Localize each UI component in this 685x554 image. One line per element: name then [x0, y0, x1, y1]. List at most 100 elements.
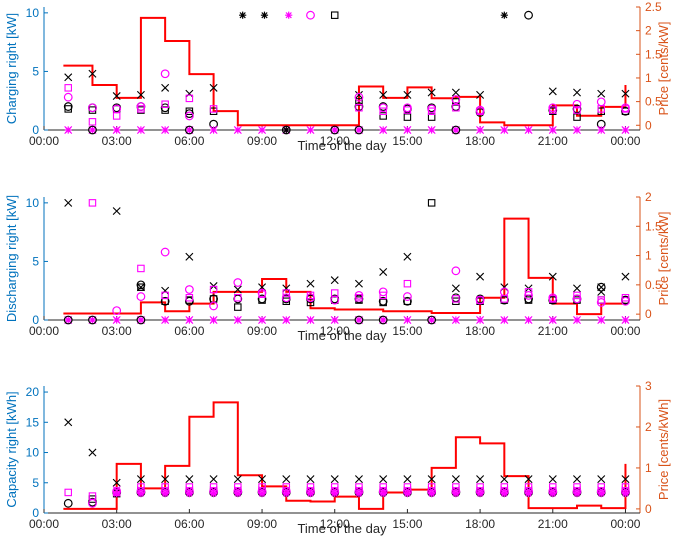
data-point-circle [63, 92, 73, 102]
right-tick-label: 0 [645, 307, 652, 321]
x-axis-label: Time of the day [297, 521, 387, 536]
data-point-circle [403, 103, 412, 113]
marker-series-circle [112, 247, 630, 316]
x-tick-label: 15:00 [392, 324, 422, 338]
data-point-x [476, 126, 485, 134]
data-point-circle [160, 247, 170, 257]
data-point-square [161, 291, 169, 300]
data-point-x [379, 475, 388, 484]
data-point-x [476, 316, 485, 324]
x-tick-label: 00:00 [29, 134, 59, 148]
marker-series-x [112, 486, 630, 495]
data-point-x [451, 88, 460, 97]
data-point-x [500, 283, 509, 292]
data-point-x [112, 486, 121, 495]
data-point-circle [427, 315, 437, 325]
x-tick-label: 12:00 [320, 324, 350, 338]
data-point-circle [354, 291, 364, 300]
data-point-star [524, 490, 533, 498]
data-point-x [136, 283, 145, 292]
data-point-x [379, 486, 388, 495]
right-tick-label: 0 [645, 118, 652, 132]
data-point-circle [621, 106, 630, 116]
data-point-star [476, 490, 484, 498]
right-tick-label: 1.5 [645, 219, 662, 233]
data-point-square [379, 112, 387, 120]
left-tick-label: 5 [32, 64, 39, 78]
x-tick-label: 15:00 [392, 134, 422, 148]
data-point-square [427, 199, 436, 207]
data-point-x [548, 272, 557, 281]
data-point-circle [160, 103, 170, 113]
data-point-square [64, 488, 72, 497]
x-tick-label: 18:00 [465, 134, 495, 148]
data-point-x [185, 475, 194, 484]
top-marker-star [260, 11, 269, 19]
x-tick-label: 21:00 [538, 134, 568, 148]
data-point-x [161, 475, 170, 484]
marker-series-star [113, 490, 630, 498]
data-point-circle [475, 295, 485, 305]
panel-1: 00:00 03:00 06:00 09:00 12:00 15:00 18:00 21:00… [4, 0, 671, 153]
data-point-circle [88, 125, 97, 135]
data-point-circle [184, 111, 194, 121]
data-point-x [403, 486, 412, 495]
x-tick-label: 03:00 [102, 517, 132, 531]
data-point-circle [427, 104, 437, 114]
x-tick-label: 12:00 [320, 517, 350, 531]
data-point-circle [184, 109, 194, 118]
data-point-x [403, 252, 412, 261]
data-point-square [209, 105, 218, 113]
data-point-circle [257, 294, 267, 304]
left-tick-label: 5 [32, 476, 39, 490]
data-point-circle [596, 282, 606, 292]
data-point-x [282, 284, 291, 293]
data-point-star [452, 490, 460, 498]
data-point-x [403, 90, 412, 99]
data-point-x [500, 316, 509, 324]
data-point-circle [524, 291, 533, 300]
data-point-square [452, 103, 460, 112]
data-point-x [621, 89, 630, 98]
data-point-square [64, 84, 72, 92]
data-point-x [330, 276, 339, 285]
data-point-circle [112, 306, 122, 316]
data-point-star [234, 490, 242, 498]
data-point-circle [596, 97, 606, 107]
data-point-circle [281, 293, 291, 303]
data-point-square [88, 199, 97, 207]
data-point-circle [184, 296, 194, 306]
data-point-square [573, 291, 581, 300]
data-point-circle [112, 104, 122, 114]
data-point-circle [572, 99, 582, 109]
data-point-x [573, 126, 581, 134]
data-point-x [112, 92, 121, 101]
data-point-x [621, 126, 630, 134]
data-point-x [233, 285, 242, 294]
data-point-circle [451, 95, 461, 104]
data-point-x [476, 486, 485, 495]
data-point-circle [184, 285, 194, 294]
left-tick-label: 0 [32, 123, 39, 137]
data-point-x [88, 448, 97, 457]
x-tick-label: 15:00 [392, 517, 422, 531]
left-tick-label: 10 [26, 6, 40, 20]
data-point-x [451, 475, 460, 484]
data-point-x [573, 475, 581, 484]
price-step-line [63, 217, 626, 316]
data-point-x [233, 316, 242, 324]
data-point-circle [378, 103, 388, 113]
data-point-x [573, 316, 581, 324]
x-tick-label: 06:00 [174, 324, 204, 338]
data-point-x [379, 267, 388, 276]
top-marker-star [239, 11, 247, 19]
left-axis-label: Capacity right [kWh] [4, 391, 19, 507]
data-point-x [64, 126, 73, 134]
data-point-circle [354, 102, 364, 111]
data-point-circle [378, 296, 388, 306]
data-point-circle [354, 92, 364, 102]
data-point-circle [548, 105, 558, 115]
x-axis-label: Time of the day [297, 138, 387, 153]
x-tick-label: 00:00 [610, 134, 640, 148]
right-tick-label: 3 [645, 379, 652, 393]
